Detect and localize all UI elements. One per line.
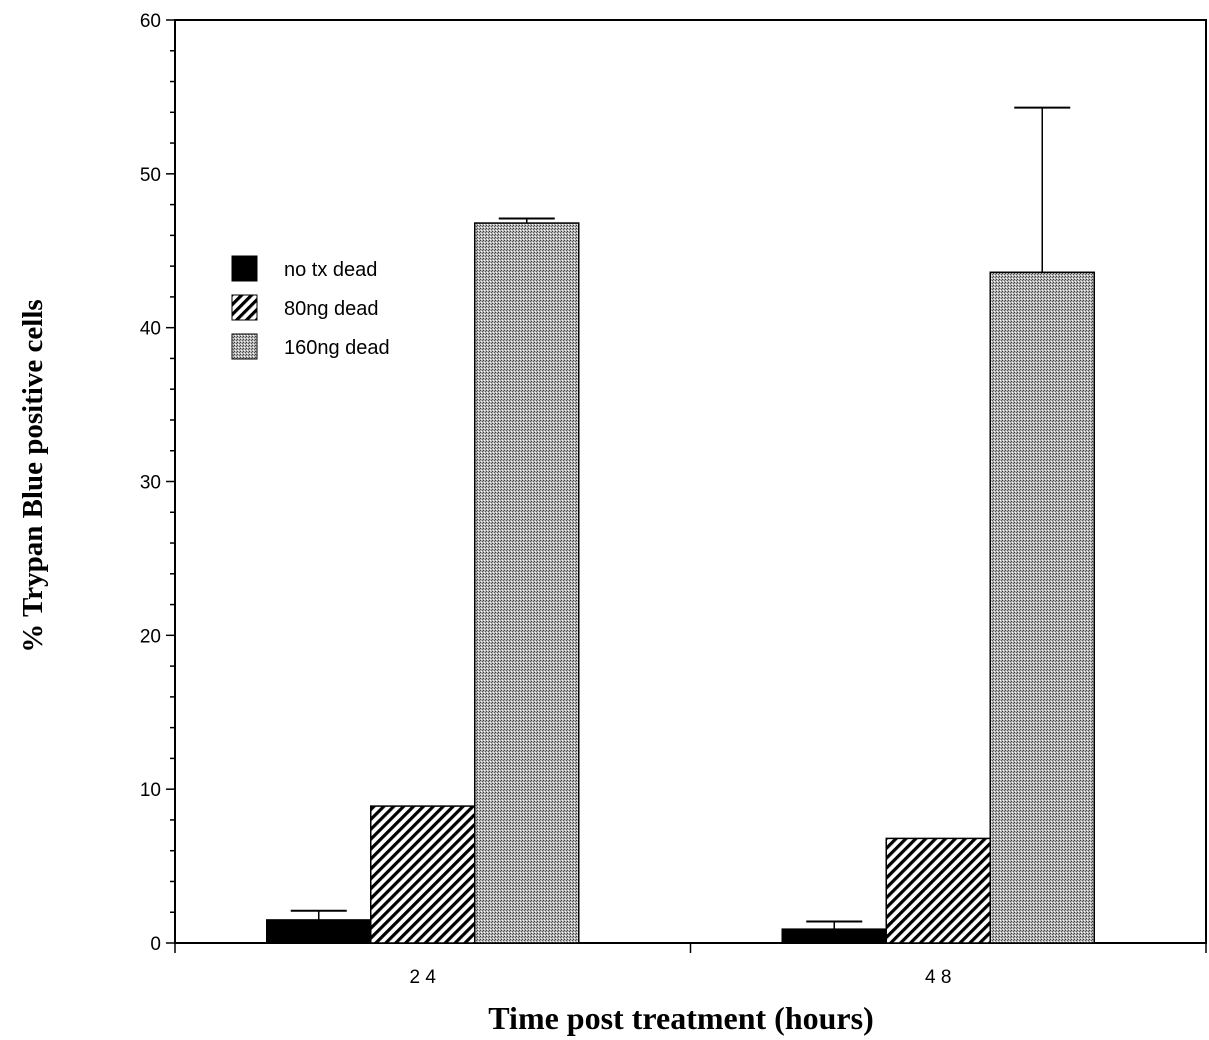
legend-swatch: [231, 255, 258, 282]
x-axis: 2 4 4 8: [174, 943, 1207, 988]
y-tick-label: 0: [150, 934, 161, 955]
bar: [370, 805, 476, 944]
y-axis-title: % Trypan Blue positive cells: [17, 299, 49, 652]
bar: [885, 837, 991, 944]
y-tick-label: 20: [140, 626, 161, 647]
y-tick-label: 60: [140, 11, 161, 32]
legend-label: no tx dead: [284, 259, 377, 281]
y-tick-label: 10: [140, 780, 161, 801]
legend-label: 80ng dead: [284, 298, 379, 320]
bar: [266, 919, 372, 944]
legend-label: 160ng dead: [284, 337, 390, 359]
y-axis: 0 10 20 30 40 50 60: [140, 11, 175, 955]
y-tick-label: 40: [140, 319, 161, 340]
error-bars: [290, 106, 1071, 930]
y-tick-label: 30: [140, 473, 161, 494]
y-tick-label: 50: [140, 165, 161, 186]
legend-swatch: [231, 333, 258, 360]
x-tick-label: 4 8: [925, 967, 951, 988]
bars: [266, 222, 1095, 944]
bar: [474, 222, 580, 944]
x-tick-label: 2 4: [410, 967, 437, 988]
bar: [781, 928, 887, 944]
x-axis-title: Time post treatment (hours): [488, 1000, 873, 1036]
bar: [989, 271, 1095, 944]
legend-swatch: [231, 294, 258, 321]
legend: no tx dead 80ng dead 160ng dead: [231, 255, 390, 360]
